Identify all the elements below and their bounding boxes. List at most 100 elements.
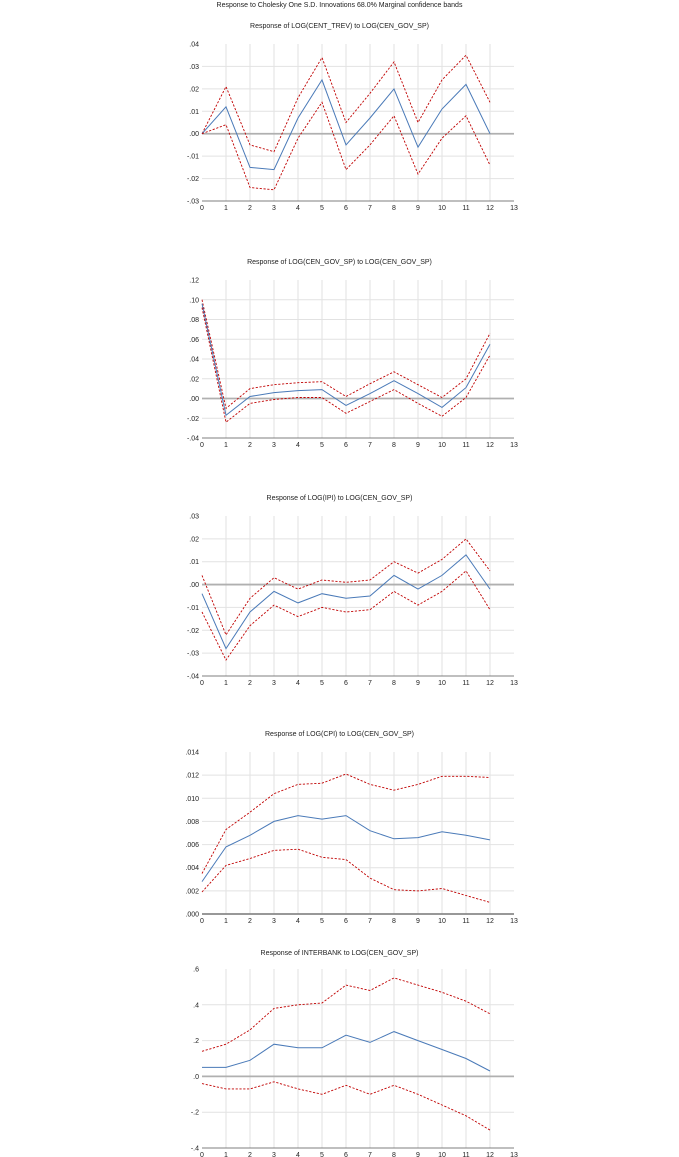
y-tick-label: -.01 bbox=[187, 154, 199, 161]
x-tick-label: 13 bbox=[510, 1152, 518, 1157]
plot-area bbox=[202, 969, 514, 1148]
y-tick-label: .012 bbox=[185, 773, 199, 780]
y-tick-label: .03 bbox=[189, 514, 199, 521]
y-tick-label: .01 bbox=[189, 559, 199, 566]
x-tick-label: 9 bbox=[416, 205, 420, 212]
response-line-cen-gov-sp bbox=[201, 303, 491, 417]
y-tick-label: -.03 bbox=[187, 651, 199, 658]
y-tick-label: .10 bbox=[189, 297, 199, 304]
x-tick-label: 11 bbox=[462, 680, 469, 687]
confidence-band-lower-cent-trev bbox=[201, 101, 491, 191]
x-tick-label: 5 bbox=[320, 442, 324, 449]
x-tick-label: 2 bbox=[248, 442, 252, 449]
x-tick-label: 12 bbox=[486, 442, 494, 449]
page-title: Response to Cholesky One S.D. Innovation… bbox=[216, 2, 463, 9]
confidence-band-upper-ipi bbox=[201, 538, 491, 636]
x-tick-label: 3 bbox=[272, 680, 276, 687]
x-tick-label: 0 bbox=[200, 918, 204, 925]
x-tick-label: 4 bbox=[296, 1152, 300, 1157]
x-tick-label: 3 bbox=[272, 1152, 276, 1157]
y-tick-label: .002 bbox=[185, 888, 199, 895]
x-tick-label: 9 bbox=[416, 680, 420, 687]
confidence-band-lower-cen-gov-sp bbox=[201, 307, 491, 424]
x-tick-label: 1 bbox=[224, 205, 228, 212]
x-tick-label: 3 bbox=[272, 442, 276, 449]
x-tick-label: 9 bbox=[416, 442, 420, 449]
y-tick-label: .00 bbox=[189, 396, 199, 403]
x-tick-label: 8 bbox=[392, 918, 396, 925]
x-tick-label: 5 bbox=[320, 1152, 324, 1157]
x-tick-label: 10 bbox=[438, 918, 446, 925]
x-tick-label: 10 bbox=[438, 442, 446, 449]
y-tick-label: .00 bbox=[189, 131, 199, 138]
y-tick-label: .00 bbox=[189, 582, 199, 589]
x-tick-label: 8 bbox=[392, 1152, 396, 1157]
irf-panel-interbank: Response of INTERBANK to LOG(CEN_GOV_SP)… bbox=[0, 927, 679, 1157]
x-tick-label: 11 bbox=[462, 918, 469, 925]
confidence-band-upper-cen-gov-sp bbox=[201, 299, 491, 410]
x-tick-label: 11 bbox=[462, 442, 469, 449]
y-tick-label: -.02 bbox=[187, 176, 199, 183]
plot-area bbox=[202, 44, 514, 201]
chart-cent-trev: .04.03.02.01.00-.01-.02-.030 1 2 3 4 5 6 7 8 9 10 1… bbox=[187, 42, 518, 213]
x-tick-label: 4 bbox=[296, 205, 300, 212]
x-tick-label: 4 bbox=[296, 442, 300, 449]
x-tick-label: 8 bbox=[392, 442, 396, 449]
x-tick-label: 0 bbox=[200, 442, 204, 449]
irf-panel-cpi: Response of LOG(CPI) to LOG(CEN_GOV_SP) … bbox=[0, 708, 679, 938]
x-tick-label: 6 bbox=[344, 442, 348, 449]
x-tick-label: 10 bbox=[438, 680, 446, 687]
y-tick-label: -.01 bbox=[187, 605, 199, 612]
x-tick-label: 3 bbox=[272, 918, 276, 925]
x-tick-label: 12 bbox=[486, 918, 494, 925]
y-tick-label: .004 bbox=[185, 865, 199, 872]
x-tick-label: 7 bbox=[368, 680, 372, 687]
chart-cen-gov-sp: .12.10.08.06.04.02.00-.02-.040 1 2 3 4 5 6 7 8 9 1… bbox=[187, 278, 518, 450]
y-tick-label: .4 bbox=[193, 1002, 199, 1009]
x-tick-label: 1 bbox=[224, 1152, 228, 1157]
x-tick-label: 1 bbox=[224, 918, 228, 925]
confidence-band-upper-cpi bbox=[201, 773, 491, 874]
confidence-band-upper-cent-trev bbox=[201, 54, 491, 153]
x-tick-label: 10 bbox=[438, 1152, 446, 1157]
panel-title: Response of LOG(CENT_TREV) to LOG(CEN_GO… bbox=[250, 23, 429, 30]
y-tick-label: .01 bbox=[189, 109, 199, 116]
irf-panel-cent-trev: Response of LOG(CENT_TREV) to LOG(CEN_GO… bbox=[0, 0, 679, 230]
y-tick-label: .04 bbox=[189, 357, 199, 364]
chart-ipi: .03.02.01.00-.01-.02-.03-.040 1 2 3 4 5 6 7 8 9 10… bbox=[187, 514, 518, 688]
x-tick-label: 7 bbox=[368, 442, 372, 449]
y-tick-label: .006 bbox=[185, 842, 199, 849]
x-tick-label: 9 bbox=[416, 918, 420, 925]
y-tick-label: -.04 bbox=[187, 674, 199, 681]
panel-title: Response of LOG(CEN_GOV_SP) to LOG(CEN_G… bbox=[247, 259, 432, 266]
x-tick-label: 5 bbox=[320, 680, 324, 687]
x-tick-label: 8 bbox=[392, 205, 396, 212]
panel-title: Response of LOG(CPI) to LOG(CEN_GOV_SP) bbox=[265, 731, 414, 738]
y-tick-label: -.02 bbox=[187, 628, 199, 635]
x-tick-label: 12 bbox=[486, 680, 494, 687]
x-tick-label: 13 bbox=[510, 918, 518, 925]
y-tick-label: .02 bbox=[189, 376, 199, 383]
x-tick-label: 7 bbox=[368, 205, 372, 212]
x-tick-label: 13 bbox=[510, 680, 518, 687]
y-tick-label: .08 bbox=[189, 317, 199, 324]
x-tick-label: 1 bbox=[224, 442, 228, 449]
x-tick-label: 5 bbox=[320, 205, 324, 212]
x-tick-label: 2 bbox=[248, 1152, 252, 1157]
x-tick-label: 1 bbox=[224, 680, 228, 687]
y-tick-label: .0 bbox=[193, 1074, 199, 1081]
y-tick-label: -.2 bbox=[191, 1110, 199, 1117]
x-tick-label: 9 bbox=[416, 1152, 420, 1157]
y-tick-label: .12 bbox=[189, 278, 199, 285]
y-tick-label: -.02 bbox=[187, 416, 199, 423]
x-tick-label: 6 bbox=[344, 918, 348, 925]
y-tick-label: .06 bbox=[189, 337, 199, 344]
response-line-cpi bbox=[201, 815, 491, 882]
chart-interbank: .6.4.2.0-.2-.40 1 2 3 4 5 6 7 8 9 10 11 12 13 bbox=[191, 967, 518, 1157]
x-tick-label: 6 bbox=[344, 1152, 348, 1157]
x-tick-label: 2 bbox=[248, 918, 252, 925]
y-tick-label: .014 bbox=[185, 750, 199, 757]
x-tick-label: 0 bbox=[200, 205, 204, 212]
y-tick-label: .008 bbox=[185, 819, 199, 826]
